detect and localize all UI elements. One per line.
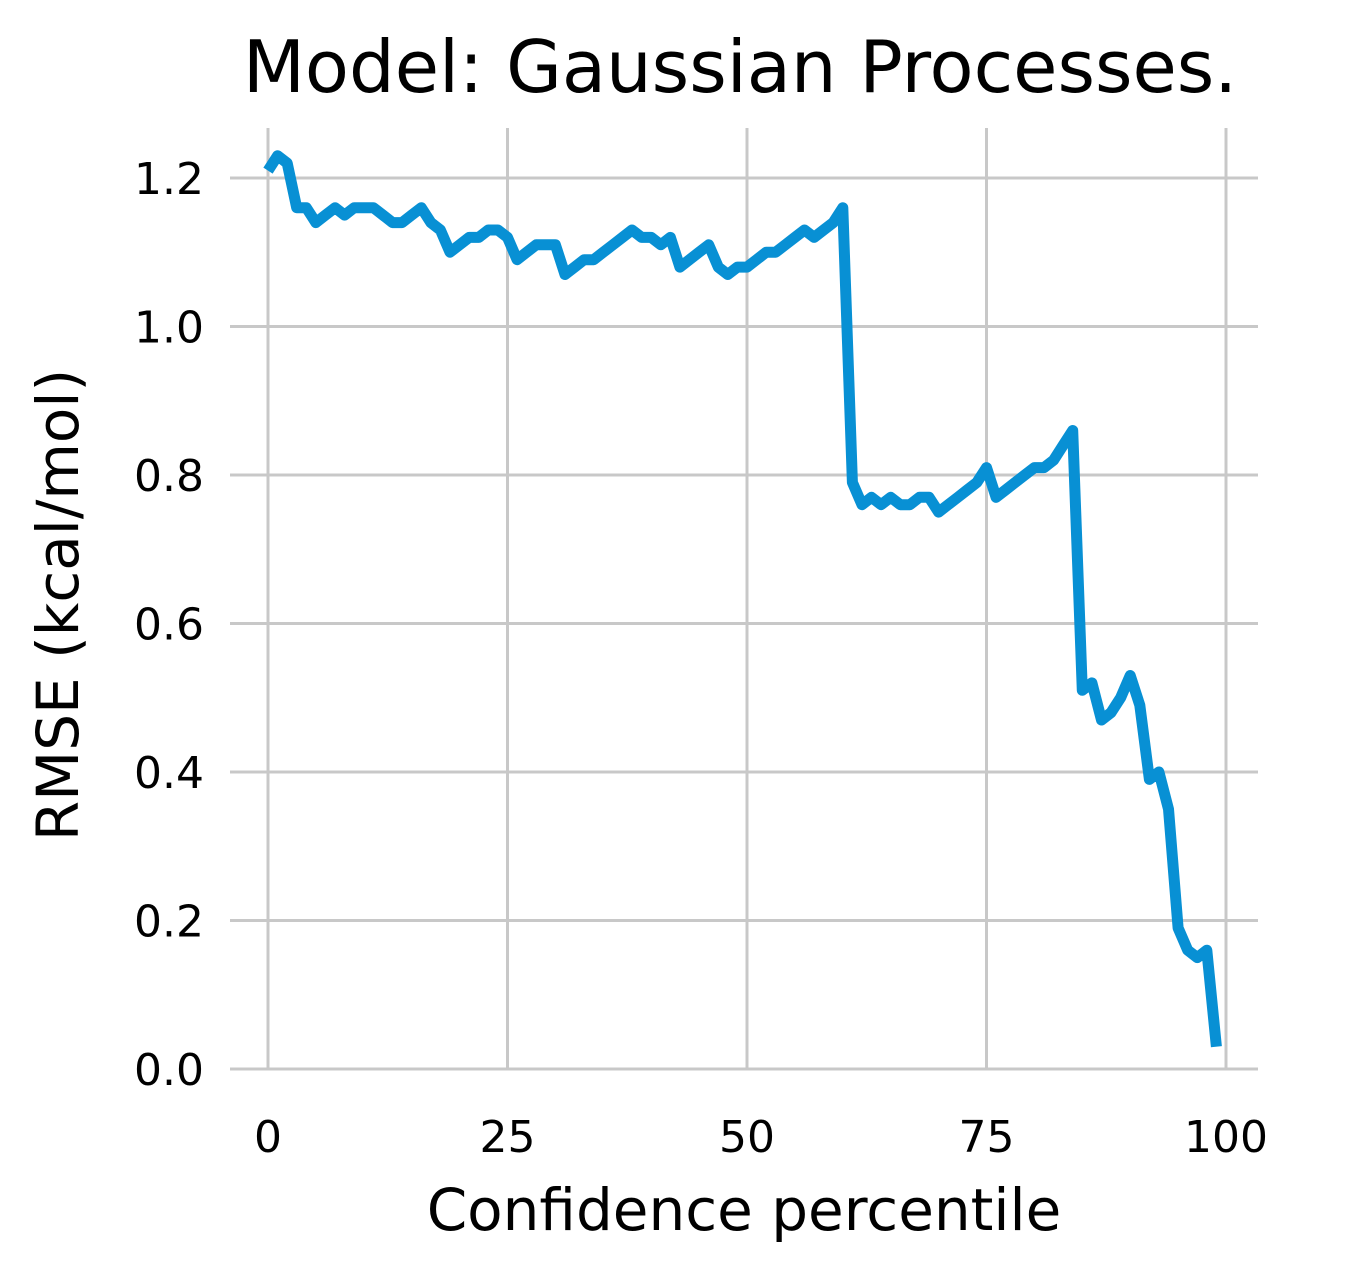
y-tick-label: 0.8 bbox=[134, 451, 204, 502]
y-axis-label: RMSE (kcal/mol) bbox=[24, 369, 92, 841]
x-tick-label: 50 bbox=[719, 1112, 775, 1163]
x-tick-label: 75 bbox=[959, 1112, 1015, 1163]
y-tick-label: 0.6 bbox=[134, 600, 204, 651]
x-tick-label: 100 bbox=[1184, 1112, 1268, 1163]
plot-area bbox=[263, 150, 1222, 1048]
y-tick-label: 1.2 bbox=[134, 154, 204, 205]
grid bbox=[230, 128, 1258, 1071]
x-tick-label: 25 bbox=[480, 1112, 536, 1163]
x-axis-label: Confidence percentile bbox=[427, 1176, 1062, 1244]
chart-title: Model: Gaussian Processes. bbox=[243, 25, 1237, 109]
y-tick-label: 0.4 bbox=[134, 748, 204, 799]
x-tick-label: 0 bbox=[254, 1112, 282, 1163]
y-tick-label: 0.0 bbox=[134, 1045, 204, 1096]
tick-labels: 0 25 50 75 100 0.0 0.2 0.4 0.6 0.8 1.0 1.2 bbox=[134, 154, 1268, 1163]
series-line bbox=[263, 150, 1222, 1048]
y-tick-label: 0.2 bbox=[134, 897, 204, 948]
y-tick-label: 1.0 bbox=[134, 303, 204, 354]
